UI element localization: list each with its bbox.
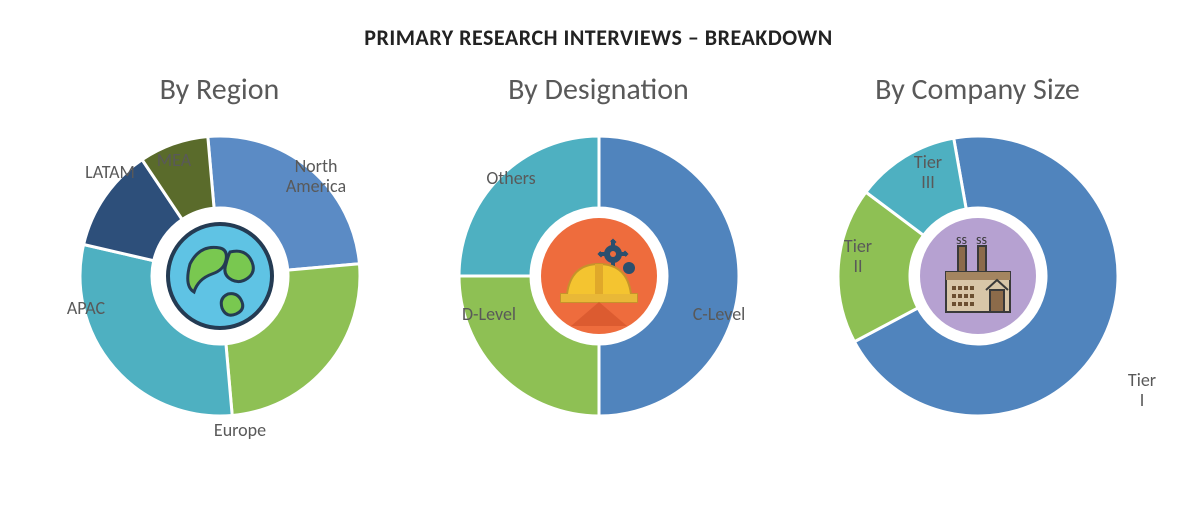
hardhat-icon	[539, 216, 659, 336]
donut-designation: C-Level D-Level Others	[449, 126, 749, 426]
slice-label-region-0: NorthAmerica	[285, 155, 345, 197]
slice-label-designation-0: C-Level	[692, 303, 745, 325]
globe-icon	[160, 216, 280, 336]
page-title: PRIMARY RESEARCH INTERVIEWS – BREAKDOWN	[0, 24, 1197, 51]
charts-row: By Region NorthAmericaEuropeAPACLATAMMEA	[0, 71, 1197, 426]
slice-label-designation-2: Others	[486, 167, 535, 189]
slice-label-region-4: MEA	[156, 149, 191, 171]
svg-text:ss: ss	[956, 231, 967, 248]
slice-label-region-1: Europe	[213, 419, 265, 441]
slice-label-company_size-0: TierI	[1127, 369, 1155, 411]
chart-title-designation: By Designation	[508, 71, 689, 108]
slice-label-region-3: LATAM	[85, 161, 135, 183]
slice-label-region-2: APAC	[66, 297, 105, 319]
svg-text:ss: ss	[976, 231, 987, 248]
chart-by-region: By Region NorthAmericaEuropeAPACLATAMMEA	[40, 71, 400, 426]
chart-by-company-size: By Company Size TierITierIITierIII ss ss	[798, 71, 1158, 426]
chart-by-designation: By Designation C-Level D-Level Others	[419, 71, 779, 426]
slice-label-designation-1: D-Level	[461, 303, 515, 325]
infographic-root: PRIMARY RESEARCH INTERVIEWS – BREAKDOWN …	[0, 0, 1197, 523]
chart-title-region: By Region	[160, 71, 280, 108]
donut-region: NorthAmericaEuropeAPACLATAMMEA	[70, 126, 370, 426]
donut-company-size: TierITierIITierIII ss ss	[828, 126, 1128, 426]
factory-icon: ss ss	[918, 216, 1038, 336]
chart-title-company-size: By Company Size	[875, 71, 1080, 108]
